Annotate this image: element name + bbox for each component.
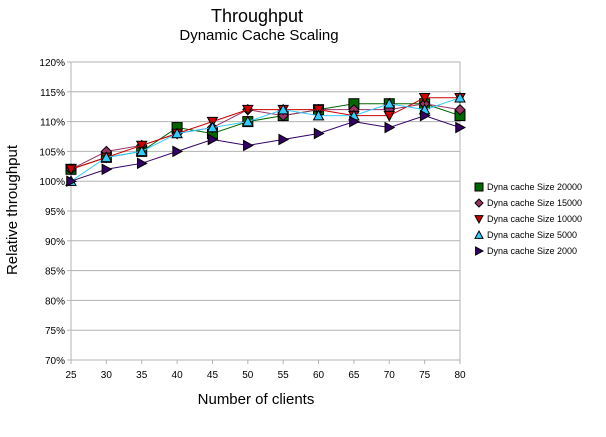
data-point [384,121,396,134]
x-tick-label: 30 [101,370,113,381]
data-point [277,103,290,115]
data-point [454,91,466,103]
x-tick-label: 35 [136,370,148,381]
y-tick-label: 90% [45,237,65,248]
x-tick-label: 75 [419,370,431,381]
axes: 70% 75% 80% 85% 90% 95% 100% 105% 110% 115% 120% 25… [39,58,466,381]
series-line [70,103,461,170]
data-point [455,121,467,134]
data-point [172,145,184,158]
data-point [65,164,77,176]
legend-marker [475,246,485,256]
legend-marker [474,198,484,208]
chart-title: Throughput [211,6,303,26]
data-point [278,133,290,146]
x-tick-label: 50 [242,370,254,381]
data-point [66,175,78,188]
y-tick-label: 110% [40,118,65,129]
y-tick-label: 100% [39,177,65,188]
legend: Dyna cache Size 20000 Dyna cache Size 150… [474,182,582,256]
legend-marker [474,215,484,225]
series-group [65,91,466,186]
grid-lines [71,61,460,361]
data-point [243,139,254,152]
y-tick-label: 80% [45,296,65,307]
data-point [207,133,219,146]
series-layer [65,91,467,188]
y-tick-label: 105% [39,147,65,158]
y-tick-label: 70% [45,356,65,367]
data-point [241,115,254,127]
legend-label: Dyna cache Size 10000 [487,214,582,224]
legend-label: Dyna cache Size 5000 [487,230,577,240]
data-point [136,157,148,170]
x-tick-label: 40 [172,370,184,381]
legend-label: Dyna cache Size 2000 [487,246,577,256]
x-tick-label: 65 [348,370,360,381]
y-tick-label: 95% [45,207,65,218]
chart-subtitle: Dynamic Cache Scaling [179,27,338,44]
series-line [70,115,461,182]
legend-label: Dyna cache Size 20000 [487,182,582,192]
series-group [66,109,467,188]
y-axis-label: Relative throughput [4,144,21,275]
data-point [100,151,113,163]
data-point [313,127,325,140]
x-axis-label: Number of clients [198,391,315,408]
data-point [383,110,396,122]
y-tick-label: 115% [40,88,65,99]
x-tick-label: 45 [207,370,219,381]
x-tick-label: 70 [384,370,396,381]
data-point [349,115,360,128]
data-point [171,127,183,139]
legend-label: Dyna cache Size 15000 [487,198,582,208]
x-tick-label: 60 [313,370,325,381]
plot-area-border [70,61,461,361]
x-tick-label: 25 [65,370,77,381]
legend-marker [474,229,484,239]
series-group [65,93,466,176]
legend-marker [474,182,484,192]
data-point [418,93,431,104]
series-line [70,97,461,182]
y-tick-label: 85% [45,267,65,278]
data-point [135,145,148,157]
data-point [454,103,466,116]
x-tick-label: 55 [278,370,290,381]
data-point [241,104,254,116]
data-point [312,109,325,121]
series-line [70,97,460,170]
x-tick-label: 80 [454,370,466,381]
series-line [70,103,461,170]
data-point [383,97,396,109]
y-tick-label: 120% [39,58,65,69]
data-point [101,163,113,176]
data-point [419,109,431,122]
data-point [206,121,219,133]
y-tick-label: 75% [45,326,65,337]
